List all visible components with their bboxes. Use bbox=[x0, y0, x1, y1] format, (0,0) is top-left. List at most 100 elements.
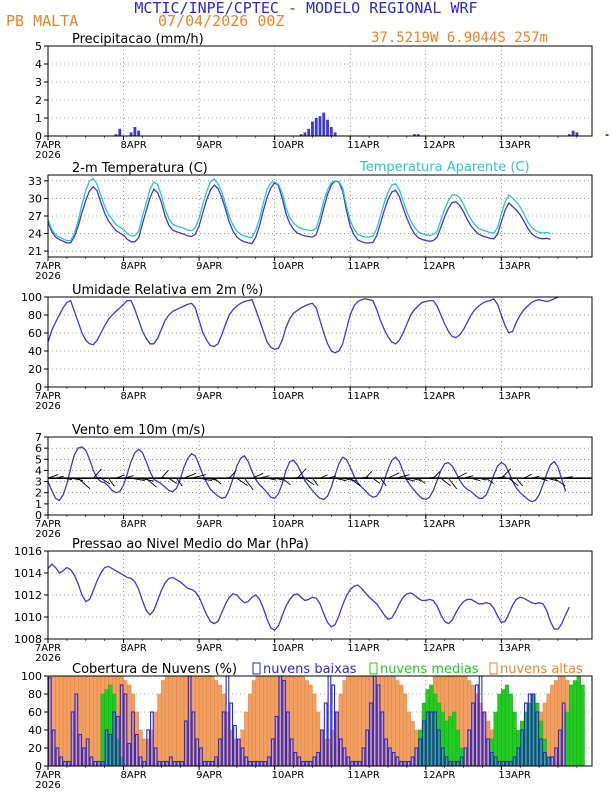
wind-arrow bbox=[327, 475, 337, 479]
wind-arrow bbox=[463, 475, 474, 479]
y-tick-label: 0 bbox=[35, 130, 42, 143]
panel-1: 0 1 2 3 4 5 7APR 8APR 9APR 10APR 11APR 12APR 13APR 20… bbox=[35, 32, 609, 161]
x-tick-label: 11APR bbox=[347, 391, 380, 402]
y-tick-label: 40 bbox=[28, 724, 42, 737]
mid-cloud-bar bbox=[455, 729, 460, 767]
wind-arrow bbox=[365, 470, 373, 479]
precip-bar bbox=[329, 127, 333, 136]
wind-arrow bbox=[410, 477, 421, 481]
y-tick-label: 60 bbox=[28, 327, 42, 340]
wind-arrow bbox=[55, 475, 64, 479]
series-line-2 bbox=[47, 177, 551, 242]
wind-arrow bbox=[70, 477, 84, 481]
series-line-1 bbox=[47, 180, 551, 245]
x-tick-label: 8APR bbox=[121, 391, 147, 402]
high-cloud-bar bbox=[59, 675, 64, 767]
high-cloud-bar bbox=[251, 680, 256, 767]
panel-3: 0 20 40 60 80 100 7APR 8APR 9APR 10APR 11APR 12APR 1… bbox=[21, 283, 593, 412]
wind-arrow bbox=[403, 477, 416, 482]
wind-arrow bbox=[100, 477, 111, 485]
x-tick-label: 9APR bbox=[196, 391, 222, 402]
high-cloud-bar bbox=[406, 711, 411, 767]
x-tick-label: 8APR bbox=[121, 643, 147, 654]
x-year-label: 2026 bbox=[35, 653, 60, 664]
wind-arrow bbox=[387, 472, 400, 479]
x-tick-label: 10APR bbox=[272, 770, 305, 781]
x-tick-label: 12APR bbox=[423, 140, 456, 151]
mid-cloud-bar bbox=[572, 680, 578, 767]
wind-arrow bbox=[493, 476, 506, 479]
y-tick-label: 4 bbox=[35, 464, 42, 477]
y-tick-label: 33 bbox=[28, 175, 42, 188]
y-tick-label: 20 bbox=[28, 363, 42, 376]
mid-cloud-bar bbox=[504, 684, 510, 767]
panel-frame bbox=[47, 45, 593, 137]
high-cloud-bar bbox=[395, 680, 400, 767]
y-tick-label: 80 bbox=[28, 309, 42, 322]
panel-title: Umidade Relativa em 2m (%) bbox=[72, 283, 263, 298]
wind-arrow bbox=[455, 472, 467, 479]
wind-arrow bbox=[77, 477, 91, 489]
mid-cloud-bar bbox=[508, 693, 513, 767]
high-cloud-bar bbox=[353, 675, 358, 767]
precip-bar bbox=[118, 128, 122, 136]
high-cloud-bar bbox=[346, 675, 351, 767]
wind-arrow bbox=[335, 477, 347, 482]
wind-arrow bbox=[516, 477, 523, 487]
x-year-label: 2026 bbox=[35, 780, 60, 791]
x-tick-label: 13APR bbox=[498, 391, 531, 402]
wind-arrow bbox=[47, 474, 59, 479]
y-tick-label: 1010 bbox=[14, 611, 42, 624]
y-tick-label: 21 bbox=[28, 245, 42, 258]
high-cloud-bar bbox=[202, 675, 207, 767]
x-tick-label: 11APR bbox=[347, 770, 380, 781]
high-cloud-bar bbox=[161, 680, 166, 767]
high-cloud-bar bbox=[546, 693, 551, 767]
station-name: PB MALTA bbox=[6, 12, 78, 30]
wind-arrow bbox=[251, 472, 264, 479]
wind-arrow bbox=[183, 472, 197, 479]
precip-bar bbox=[571, 130, 575, 136]
wind-arrow bbox=[319, 474, 328, 479]
cloud-legend-swatch bbox=[369, 662, 378, 675]
wind-arrow bbox=[213, 477, 222, 485]
wind-arrow bbox=[267, 477, 277, 481]
precip-bar bbox=[605, 134, 609, 136]
high-cloud-bar bbox=[157, 693, 162, 767]
precip-bar bbox=[413, 134, 416, 136]
y-tick-label: 60 bbox=[28, 706, 42, 719]
mid-cloud-bar bbox=[452, 711, 457, 767]
high-cloud-bar bbox=[96, 675, 102, 767]
wind-arrow bbox=[145, 477, 157, 488]
y-tick-label: 5 bbox=[35, 40, 42, 53]
panel-title: 2-m Temperatura (C) bbox=[72, 161, 208, 176]
y-tick-label: 1016 bbox=[14, 545, 42, 558]
wind-arrow bbox=[281, 477, 291, 486]
wind-arrow bbox=[244, 477, 254, 491]
location-label: 37.5219W 6.9044S 257m bbox=[371, 30, 548, 46]
wind-arrow bbox=[425, 476, 435, 479]
y-tick-label: 3 bbox=[35, 76, 42, 89]
x-tick-label: 12APR bbox=[423, 391, 456, 402]
y-tick-label: 4 bbox=[35, 58, 42, 71]
x-tick-label: 13APR bbox=[498, 261, 531, 272]
mid-cloud-bar bbox=[565, 711, 570, 767]
panel-frame bbox=[47, 436, 593, 516]
mid-cloud-bar bbox=[576, 675, 581, 767]
x-tick-label: 9APR bbox=[196, 140, 222, 151]
y-tick-label: 3 bbox=[35, 476, 42, 489]
x-tick-label: 13APR bbox=[498, 770, 531, 781]
cloud-legend-swatch bbox=[489, 662, 498, 675]
high-cloud-bar bbox=[300, 675, 306, 767]
y-tick-label: 30 bbox=[28, 192, 42, 205]
y-tick-label: 1012 bbox=[14, 589, 42, 602]
x-tick-label: 12APR bbox=[423, 261, 456, 272]
wind-arrow bbox=[433, 471, 441, 479]
high-cloud-bar bbox=[214, 680, 219, 767]
series-line-1 bbox=[47, 446, 567, 503]
panel-5: 1008 1010 1012 1014 1016 7APR 8APR 9APR 10APR 11A… bbox=[14, 537, 593, 664]
high-cloud-bar bbox=[66, 675, 71, 767]
x-tick-label: 10APR bbox=[272, 261, 305, 272]
